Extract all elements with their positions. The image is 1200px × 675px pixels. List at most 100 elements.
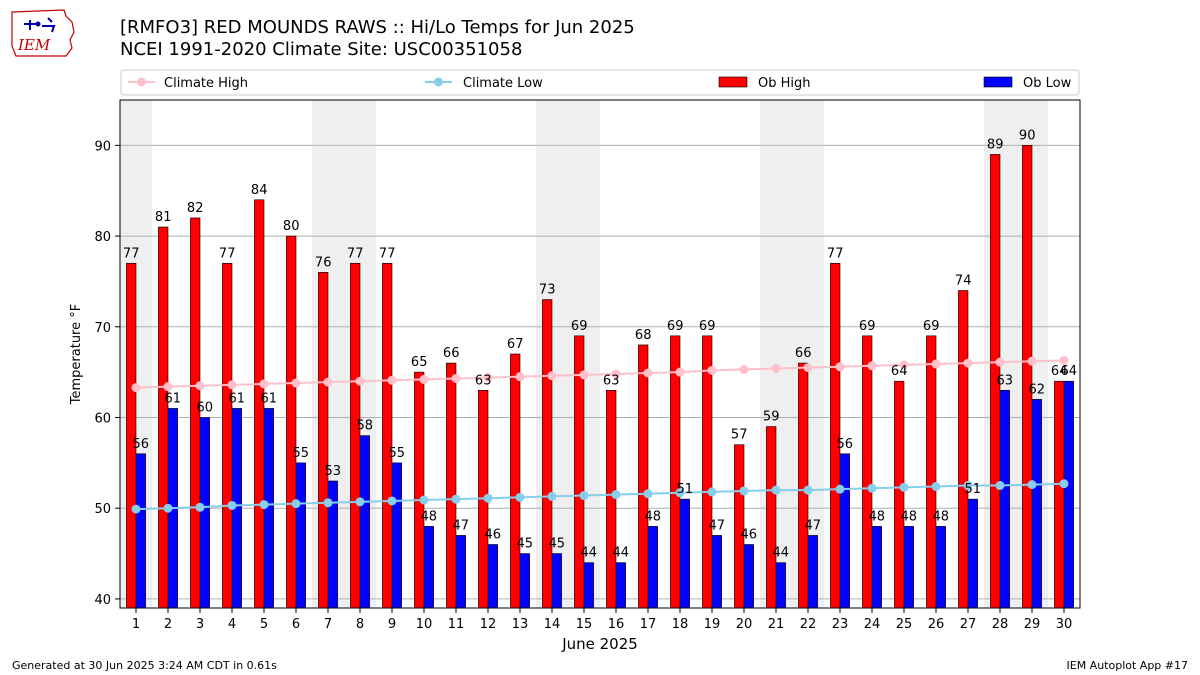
ob-low-bar-21 — [775, 562, 786, 609]
climate-low-point-28 — [995, 481, 1005, 491]
ob-low-bar-22 — [807, 535, 818, 609]
climate-lines — [131, 355, 1069, 514]
ob-low-bar-23 — [839, 453, 850, 609]
climate-low-point-1 — [131, 504, 141, 514]
x-tick-label-2: 2 — [164, 617, 172, 632]
legend-climate-low-label: Climate Low — [463, 76, 543, 91]
bars — [126, 145, 1074, 609]
climate-low-point-6 — [291, 499, 301, 509]
x-tick-label-17: 17 — [640, 617, 657, 632]
climate-low-point-7 — [323, 498, 333, 508]
climate-high-point-30 — [1059, 355, 1069, 365]
ob-high-label-9: 77 — [379, 246, 396, 261]
climate-high-point-28 — [995, 357, 1005, 367]
app-id: IEM Autoplot App #17 — [1066, 659, 1189, 672]
ob-low-bar-14 — [551, 553, 562, 609]
climate-low-point-26 — [931, 481, 941, 491]
climate-high-point-25 — [899, 360, 909, 370]
ob-high-bar-29 — [1022, 145, 1033, 609]
x-tick-label-16: 16 — [608, 617, 625, 632]
ob-high-label-28: 89 — [987, 137, 1004, 152]
ob-high-label-29: 90 — [1019, 128, 1036, 143]
ob-high-label-17: 68 — [635, 328, 652, 343]
climate-high-point-3 — [195, 381, 205, 391]
x-tick-label-7: 7 — [324, 617, 332, 632]
ob-high-label-1: 77 — [123, 246, 140, 261]
ob-low-bar-20 — [743, 544, 754, 609]
x-tick-label-25: 25 — [896, 617, 913, 632]
climate-low-point-19 — [707, 487, 717, 497]
ob-high-label-20: 57 — [731, 428, 748, 443]
ob-high-label-14: 73 — [539, 283, 556, 298]
climate-low-point-10 — [419, 495, 429, 505]
x-tick-label-28: 28 — [992, 617, 1009, 632]
ob-low-label-1: 56 — [133, 437, 150, 452]
x-tick-label-26: 26 — [928, 617, 945, 632]
ob-low-bar-13 — [519, 553, 530, 609]
climate-low-point-15 — [579, 491, 589, 501]
climate-high-point-2 — [163, 382, 173, 392]
ob-high-label-7: 76 — [315, 255, 332, 270]
ob-low-label-8: 58 — [357, 419, 374, 434]
ob-high-label-3: 82 — [187, 201, 204, 216]
x-tick-label-13: 13 — [512, 617, 529, 632]
ob-high-label-8: 77 — [347, 246, 364, 261]
ob-low-bar-30 — [1063, 380, 1074, 609]
ob-low-bar-1 — [135, 453, 146, 609]
climate-low-point-9 — [387, 496, 397, 506]
climate-low-point-20 — [739, 486, 749, 496]
ob-low-label-9: 55 — [389, 446, 406, 461]
chart-subtitle: NCEI 1991-2020 Climate Site: USC00351058 — [120, 39, 523, 60]
ob-high-bar-13 — [510, 353, 521, 609]
y-tick-label-60: 60 — [94, 412, 111, 427]
climate-high-point-12 — [483, 373, 493, 383]
ob-high-label-21: 59 — [763, 410, 780, 425]
ob-high-bar-27 — [958, 290, 969, 609]
climate-high-point-7 — [323, 377, 333, 387]
ob-low-label-7: 53 — [325, 464, 342, 479]
ob-low-label-16: 44 — [613, 546, 630, 561]
ob-high-label-4: 77 — [219, 246, 236, 261]
legend-ob-low-label: Ob Low — [1023, 76, 1072, 91]
ob-high-bar-14 — [542, 299, 553, 609]
climate-high-point-4 — [227, 380, 237, 390]
climate-high-point-19 — [707, 365, 717, 375]
ob-high-label-10: 65 — [411, 355, 428, 370]
ob-high-label-23: 77 — [827, 246, 844, 261]
climate-high-line — [135, 359, 1065, 389]
climate-high-point-26 — [931, 359, 941, 369]
y-tick-label-50: 50 — [94, 502, 111, 517]
climate-low-point-24 — [867, 483, 877, 493]
chart-title: [RMFO3] RED MOUNDS RAWS :: Hi/Lo Temps f… — [120, 17, 635, 38]
ob-high-label-30: 64 — [1051, 364, 1068, 379]
ob-low-label-2: 61 — [165, 391, 182, 406]
ob-high-bar-9 — [382, 262, 393, 609]
climate-low-point-2 — [163, 503, 173, 513]
ob-low-bar-15 — [583, 562, 594, 609]
ob-high-bar-1 — [126, 262, 137, 609]
climate-low-point-30 — [1059, 479, 1069, 489]
x-axis-label: June 2025 — [561, 635, 638, 653]
legend-ob-low-swatch — [983, 76, 1013, 88]
ob-high-bar-16 — [606, 389, 617, 609]
climate-low-point-14 — [547, 491, 557, 501]
x-tick-label-27: 27 — [960, 617, 977, 632]
climate-low-point-13 — [515, 492, 525, 502]
y-tick-label-70: 70 — [94, 321, 111, 336]
x-tick-label-14: 14 — [544, 617, 561, 632]
climate-high-point-15 — [579, 370, 589, 380]
ob-low-bar-3 — [199, 417, 210, 609]
ob-low-label-22: 47 — [805, 518, 822, 533]
ob-high-label-12: 63 — [475, 373, 492, 388]
climate-high-point-14 — [547, 371, 557, 381]
x-tick-label-8: 8 — [356, 617, 364, 632]
x-tick-label-1: 1 — [132, 617, 140, 632]
generated-timestamp: Generated at 30 Jun 2025 3:24 AM CDT in … — [12, 659, 277, 672]
ob-low-label-18: 51 — [677, 482, 694, 497]
climate-low-point-21 — [771, 485, 781, 495]
ob-high-label-25: 64 — [891, 364, 908, 379]
legend: Climate High Climate Low Ob High Ob Low — [120, 69, 1080, 96]
ob-low-label-19: 47 — [709, 518, 726, 533]
x-tick-label-15: 15 — [576, 617, 593, 632]
